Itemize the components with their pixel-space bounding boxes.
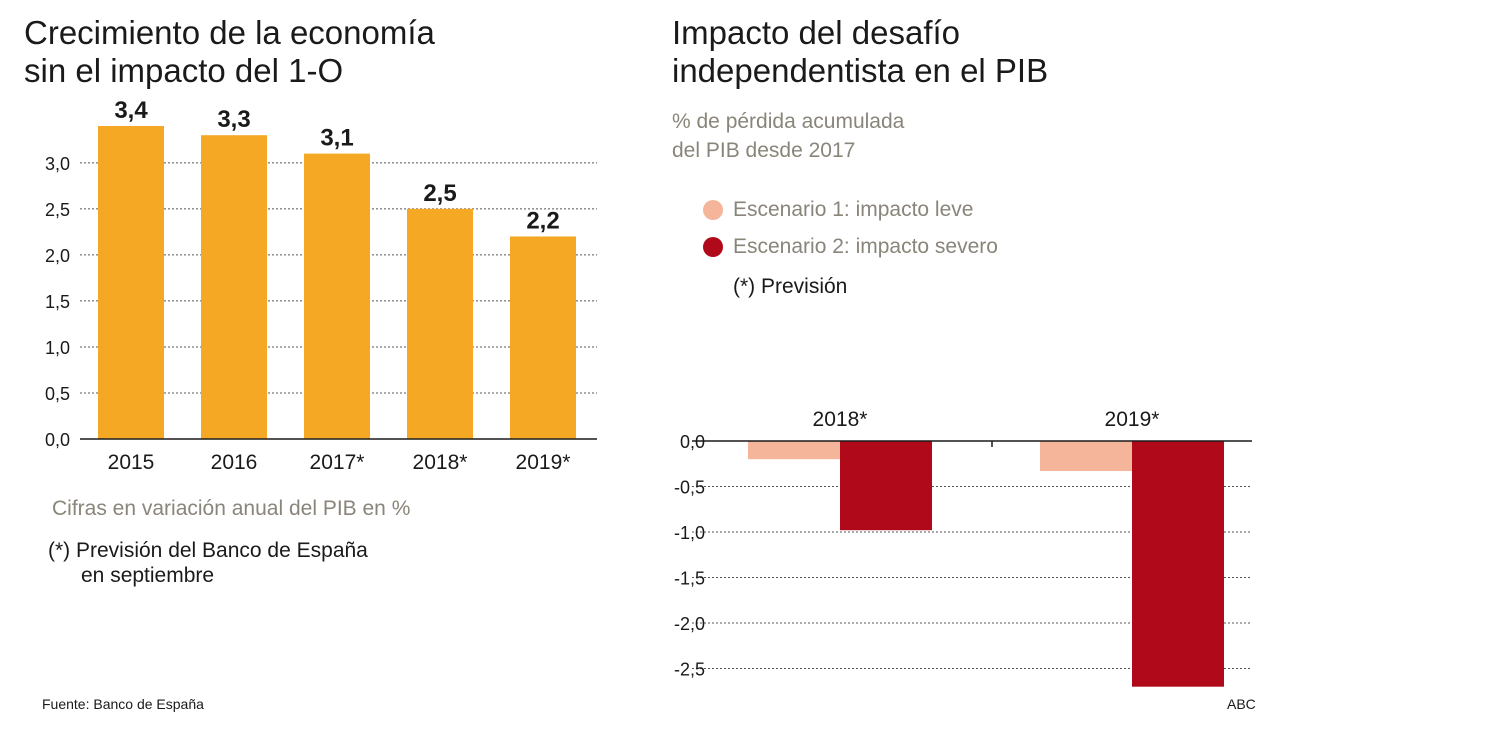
bar-value-label: 3,4 — [114, 97, 148, 124]
source-label: Fuente: Banco de España — [42, 696, 204, 712]
growth-bar-chart: 0,0 0,5 1,0 1,5 2,0 2,5 3,0 3,4 2015 3,3 2016 3,1 20… — [45, 97, 597, 474]
left-title-line-1: Crecimiento de la economía — [24, 14, 435, 51]
legend-forecast-note: (*) Previsión — [733, 275, 848, 298]
y-tick-label: 0,5 — [45, 384, 70, 404]
right-subtitle-line-1: % de pérdida acumulada — [672, 110, 905, 133]
right-title-line-2: independentista en el PIB — [672, 52, 1049, 89]
credit-label: ABC — [1227, 696, 1256, 712]
bar — [407, 208, 473, 439]
bar-value-label: 2,2 — [526, 207, 559, 234]
right-title-line-1: Impacto del desafío — [672, 14, 961, 51]
x-tick-label: 2015 — [108, 451, 155, 474]
legend-label-1: Escenario 1: impacto leve — [733, 198, 974, 221]
x-tick-label: 2016 — [211, 451, 258, 474]
left-footnote: (*) Previsión del Banco de España en sep… — [48, 538, 368, 588]
legend-item-escenario-2: Escenario 2: impacto severo — [703, 232, 998, 262]
category-label: 2019* — [1105, 408, 1160, 431]
bar — [1040, 441, 1132, 472]
y-tick-label: 1,0 — [45, 338, 70, 358]
bar-value-label: 2,5 — [423, 180, 456, 207]
left-footnote-line-1: (*) Previsión del Banco de España — [48, 539, 368, 562]
left-chart-title: Crecimiento de la economía sin el impact… — [24, 14, 435, 90]
y-tick-label: 1,5 — [45, 292, 70, 312]
y-tick-label: -1,0 — [674, 523, 705, 543]
right-chart-title: Impacto del desafío independentista en e… — [672, 14, 1048, 90]
y-tick-label: -2,0 — [674, 614, 705, 634]
left-chart-note: Cifras en variación anual del PIB en % — [52, 497, 411, 520]
y-tick-label: -0,5 — [674, 478, 705, 498]
x-tick-label: 2018* — [413, 451, 468, 474]
legend-swatch-dark — [703, 237, 723, 257]
y-tick-label: 2,5 — [45, 200, 70, 220]
legend: Escenario 1: impacto leve Escenario 2: i… — [703, 195, 998, 299]
left-footnote-line-2: en septiembre — [81, 564, 215, 587]
bar — [748, 441, 840, 460]
category-label: 2018* — [813, 408, 868, 431]
y-tick-label: 0,0 — [45, 430, 70, 450]
bar — [304, 153, 370, 439]
y-tick-label: 3,0 — [45, 154, 70, 174]
y-tick-label: 2,0 — [45, 246, 70, 266]
x-tick-label: 2017* — [310, 451, 365, 474]
bar — [1132, 441, 1224, 687]
bar — [840, 441, 932, 531]
legend-label-2: Escenario 2: impacto severo — [733, 235, 998, 258]
bar — [510, 236, 576, 439]
right-chart-subtitle: % de pérdida acumulada del PIB desde 201… — [672, 107, 904, 165]
left-title-line-2: sin el impacto del 1-O — [24, 52, 344, 89]
bar — [98, 126, 164, 439]
y-tick-label: -2,5 — [674, 660, 705, 680]
x-tick-label: 2019* — [516, 451, 571, 474]
impact-bar-chart: 0,0 -0,5 -1,0 -1,5 -2,0 -2,5 2018* 2019* — [674, 408, 1252, 687]
bar-value-label: 3,3 — [217, 106, 250, 133]
y-tick-label: 0,0 — [680, 432, 705, 452]
legend-item-escenario-1: Escenario 1: impacto leve — [703, 195, 998, 225]
legend-swatch-light — [703, 200, 723, 220]
right-subtitle-line-2: del PIB desde 2017 — [672, 139, 856, 162]
bar-value-label: 3,1 — [320, 125, 353, 152]
bar — [201, 135, 267, 440]
y-tick-label: -1,5 — [674, 569, 705, 589]
